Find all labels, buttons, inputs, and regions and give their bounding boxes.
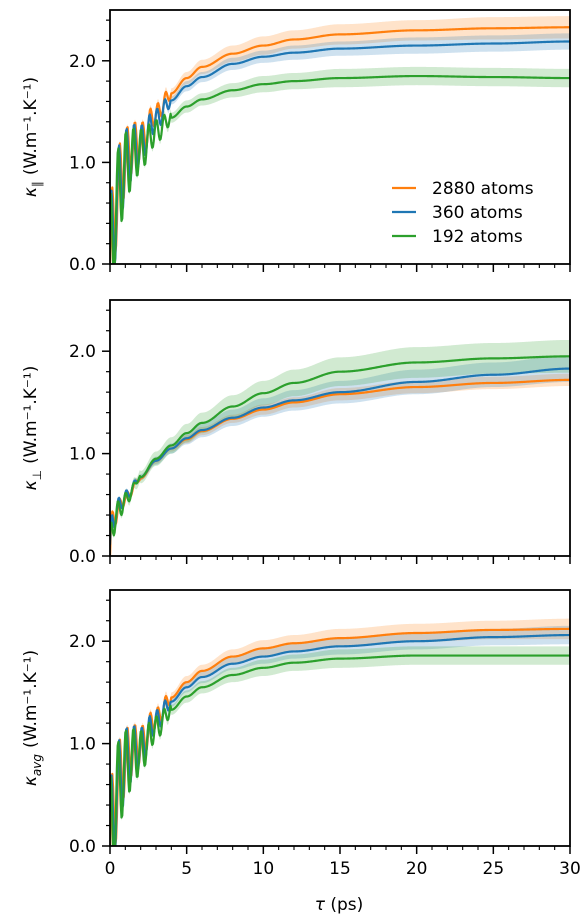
series-line-kappa-parallel-360-atoms	[110, 40, 570, 264]
y-axis-label-symbol: κ	[21, 187, 41, 197]
x-axis-label-unit: (ps)	[325, 895, 363, 915]
y-tick-label-kappa-parallel: 2.0	[69, 52, 96, 72]
series-line-kappa-parallel-192-atoms	[110, 74, 570, 264]
y-axis-label-subscript: ⊥	[30, 470, 44, 480]
legend: 2880 atoms 360 atoms 192 atoms	[392, 179, 534, 247]
plot-area-kappa-parallel	[110, 16, 570, 264]
panel-kappa-average: 0.0 1.0 2.0 0 5 10 15 20 25 30 κavg (W.m⁻¹.K⁻¹)	[21, 589, 581, 879]
y-tick-label-kappa-parallel: 0.0	[69, 255, 96, 275]
x-tick-label-kappa-average: 0	[105, 859, 116, 879]
band-kappa-perpendicular-192-atoms	[110, 339, 570, 540]
y-axis-label-kappa-parallel: κ∥ (W.m⁻¹.K⁻¹)	[21, 77, 44, 197]
x-axis-label-symbol: τ	[315, 895, 326, 915]
y-axis-label-symbol: κ	[21, 480, 41, 490]
y-tick-label-kappa-parallel: 1.0	[69, 153, 96, 173]
series-line-kappa-average-2880-atoms	[110, 627, 570, 846]
series-line-kappa-perpendicular-360-atoms	[110, 367, 570, 545]
y-tick-label-kappa-average: 0.0	[69, 837, 96, 857]
panels: 0.01.02.0κ∥(W.m⁻¹.K⁻¹)0.01.02.0κ⊥(W.m⁻¹.…	[21, 9, 581, 879]
x-tick-label-kappa-average: 25	[483, 859, 505, 879]
y-axis-label-unit: (W.m⁻¹.K⁻¹)	[21, 77, 41, 175]
series-line-kappa-perpendicular-192-atoms	[110, 355, 570, 537]
series-line-kappa-average-192-atoms	[110, 654, 570, 846]
x-tick-label-kappa-average: 5	[181, 859, 192, 879]
x-tick-label-kappa-average: 30	[559, 859, 581, 879]
plot-area-kappa-average	[110, 618, 570, 846]
legend-label-192: 192 atoms	[432, 227, 523, 247]
y-tick-label-kappa-average: 2.0	[69, 632, 96, 652]
y-tick-label-kappa-perpendicular: 1.0	[69, 445, 96, 465]
band-kappa-parallel-192-atoms	[110, 66, 570, 264]
panel-kappa-parallel: 0.0 1.0 2.0 κ∥ (W.m⁻¹.K⁻¹)	[21, 9, 571, 275]
band-kappa-average-192-atoms	[110, 646, 570, 846]
y-axis-label-kappa-average: κavg (W.m⁻¹.K⁻¹)	[21, 650, 44, 786]
legend-label-2880: 2880 atoms	[432, 179, 534, 199]
y-axis-label-kappa-perpendicular: κ⊥ (W.m⁻¹.K⁻¹)	[21, 366, 44, 491]
series-line-kappa-average-360-atoms	[110, 633, 570, 846]
y-axis-label-subscript: ∥	[30, 181, 44, 187]
y-tick-label-kappa-average: 1.0	[69, 735, 96, 755]
series-line-kappa-parallel-2880-atoms	[110, 26, 570, 264]
x-tick-label-kappa-average: 10	[253, 859, 275, 879]
x-axis-label: τ (ps)	[315, 895, 364, 915]
x-tick-label-kappa-average: 15	[329, 859, 351, 879]
x-tick-label-kappa-average: 20	[406, 859, 428, 879]
y-axis-label-subscript: avg	[30, 754, 44, 776]
y-tick-label-kappa-perpendicular: 2.0	[69, 342, 96, 362]
plot-area-kappa-perpendicular	[110, 339, 570, 556]
y-axis-label-symbol: κ	[21, 776, 41, 786]
y-tick-label-kappa-perpendicular: 0.0	[69, 547, 96, 567]
panel-kappa-perpendicular: 0.0 1.0 2.0 κ⊥ (W.m⁻¹.K⁻¹)	[21, 299, 571, 567]
plot-frame-kappa-perpendicular	[109, 299, 571, 557]
legend-label-360: 360 atoms	[432, 203, 523, 223]
series-line-kappa-perpendicular-2880-atoms	[110, 378, 570, 556]
y-axis-label-unit: (W.m⁻¹.K⁻¹)	[21, 366, 41, 464]
y-axis-label-unit: (W.m⁻¹.K⁻¹)	[21, 650, 41, 748]
